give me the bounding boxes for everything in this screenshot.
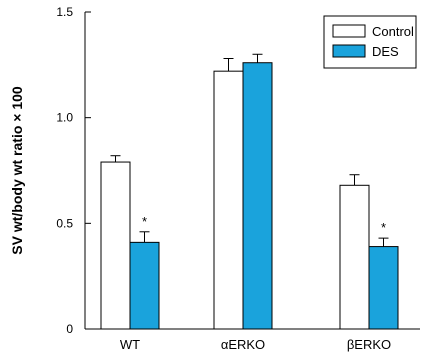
legend-label-control: Control [372, 24, 414, 39]
y-tick-label: 1.0 [56, 111, 73, 125]
y-tick-label: 0 [66, 322, 73, 336]
bar-des-2 [368, 246, 399, 330]
x-axis: WT αERKO βERKO [85, 328, 420, 352]
x-tick-label: βERKO [347, 337, 391, 352]
bar-des-1 [242, 62, 273, 330]
y-axis-label: SV wt/body wt ratio × 100 [9, 86, 25, 255]
bar-des-0 [129, 241, 160, 330]
legend-swatch-control [332, 24, 366, 38]
bar-control-0 [100, 161, 131, 330]
legend-swatch-des [332, 44, 366, 58]
legend-label-des: DES [372, 44, 399, 59]
bars: * * [100, 53, 399, 330]
x-tick-label: αERKO [221, 337, 265, 352]
y-tick-label: 1.5 [56, 5, 73, 19]
legend: Control DES [323, 15, 417, 69]
bar-control-1 [213, 70, 244, 330]
y-axis: 0 0.5 1.0 1.5 [56, 5, 91, 336]
y-tick-label: 0.5 [56, 216, 73, 230]
x-tick-label: WT [120, 337, 140, 352]
significance-asterisk: * [381, 220, 386, 235]
bar-control-2 [339, 184, 370, 330]
significance-asterisk: * [142, 214, 147, 229]
